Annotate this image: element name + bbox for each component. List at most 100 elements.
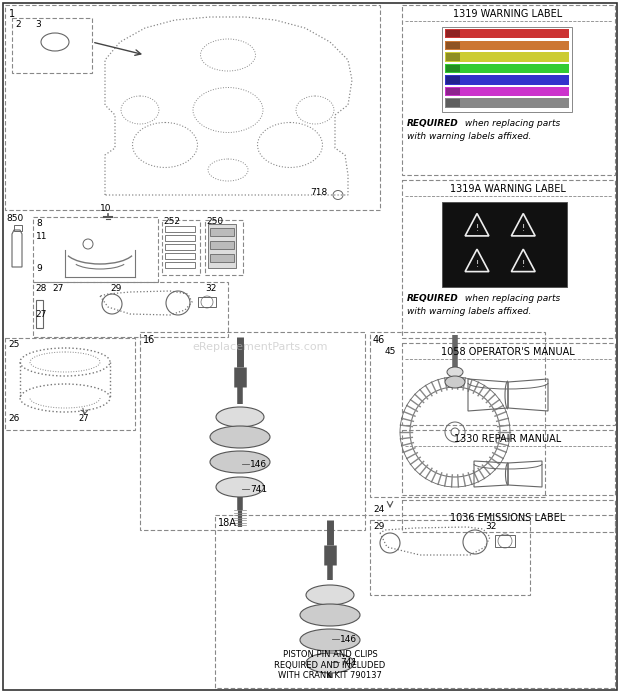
Bar (402, 430, 615, 495)
Bar (165, 244, 195, 250)
Text: 45: 45 (385, 347, 396, 356)
Text: 718: 718 (310, 188, 327, 197)
Bar (442, 27, 572, 112)
Text: 46: 46 (373, 335, 385, 345)
Ellipse shape (300, 629, 360, 651)
Text: 1036 EMISSIONS LABEL: 1036 EMISSIONS LABEL (450, 513, 565, 523)
Ellipse shape (210, 426, 270, 448)
Bar (36, 300, 43, 328)
Bar (445, 64, 569, 73)
Bar (445, 76, 569, 85)
Ellipse shape (447, 367, 463, 377)
Bar (5, 338, 135, 430)
Bar (165, 226, 195, 232)
Text: 146: 146 (250, 460, 267, 469)
Bar (370, 520, 530, 595)
Bar (402, 180, 615, 338)
Text: 2: 2 (15, 20, 20, 29)
Text: !: ! (476, 225, 479, 234)
Ellipse shape (445, 376, 465, 388)
Text: 252: 252 (163, 217, 180, 226)
Ellipse shape (210, 451, 270, 473)
Text: 27: 27 (78, 414, 89, 423)
Text: 29: 29 (110, 284, 122, 293)
Text: 1: 1 (9, 9, 15, 19)
Bar (445, 98, 569, 108)
Text: 11: 11 (36, 232, 48, 241)
Text: 1319 WARNING LABEL: 1319 WARNING LABEL (453, 9, 562, 19)
Bar (140, 332, 365, 530)
Text: 1058 OPERATOR'S MANUAL: 1058 OPERATOR'S MANUAL (441, 347, 575, 357)
Ellipse shape (216, 477, 264, 497)
Bar (5, 5, 380, 210)
Bar (215, 515, 615, 688)
Text: 146: 146 (340, 635, 357, 644)
Bar (208, 224, 236, 268)
Bar (446, 88, 460, 96)
Bar (446, 53, 460, 60)
Bar (33, 282, 228, 337)
Bar (12, 18, 92, 73)
Ellipse shape (306, 585, 354, 605)
Text: 1319A WARNING LABEL: 1319A WARNING LABEL (450, 184, 566, 194)
Bar (446, 42, 460, 49)
Text: 10: 10 (100, 204, 112, 213)
Bar (33, 217, 158, 282)
Text: when replacing parts: when replacing parts (462, 119, 560, 128)
Text: 16: 16 (143, 335, 155, 345)
Text: 27: 27 (52, 284, 63, 293)
Bar (205, 220, 243, 275)
Bar (210, 241, 234, 249)
Bar (165, 235, 195, 241)
Text: 850: 850 (6, 214, 24, 223)
Ellipse shape (300, 604, 360, 626)
Bar (446, 30, 460, 37)
Text: 1330 REPAIR MANUAL: 1330 REPAIR MANUAL (454, 434, 562, 444)
Text: when replacing parts: when replacing parts (462, 294, 560, 303)
Bar (445, 87, 569, 96)
Text: 28: 28 (35, 284, 46, 293)
Text: 250: 250 (206, 217, 223, 226)
Text: 27: 27 (35, 310, 46, 319)
Text: 9: 9 (36, 264, 42, 273)
Text: !: ! (521, 225, 525, 234)
Text: 26: 26 (8, 414, 19, 423)
Text: PISTON PIN AND CLIPS
REQUIRED AND INCLUDED
WITH CRANK KIT 790137: PISTON PIN AND CLIPS REQUIRED AND INCLUD… (275, 650, 386, 680)
Text: 24: 24 (373, 505, 384, 514)
Ellipse shape (216, 407, 264, 427)
Text: eReplacementParts.com: eReplacementParts.com (193, 342, 328, 351)
Circle shape (451, 428, 459, 436)
Bar (495, 535, 515, 547)
Bar (446, 99, 460, 107)
Bar (370, 332, 545, 497)
Bar (446, 76, 460, 84)
Bar (210, 254, 234, 262)
Bar (402, 500, 615, 532)
Text: with warning labels affixed.: with warning labels affixed. (407, 307, 531, 316)
Text: 18A: 18A (218, 518, 237, 528)
Text: !: ! (521, 260, 525, 269)
Bar (210, 228, 234, 236)
Text: REQUIRED: REQUIRED (407, 119, 459, 128)
Bar (442, 202, 567, 287)
Text: 29: 29 (373, 522, 384, 531)
Text: 8: 8 (36, 219, 42, 228)
Bar (445, 29, 569, 39)
Text: 32: 32 (485, 522, 497, 531)
Text: 741: 741 (340, 658, 357, 667)
Text: 3: 3 (35, 20, 41, 29)
Text: 25: 25 (8, 340, 19, 349)
Bar (165, 262, 195, 268)
Bar (14, 225, 22, 231)
Ellipse shape (306, 653, 354, 673)
Text: 741: 741 (250, 485, 267, 494)
Bar (402, 5, 615, 175)
Text: REQUIRED: REQUIRED (407, 294, 459, 303)
Bar (162, 220, 200, 275)
Bar (165, 253, 195, 259)
Bar (198, 297, 216, 307)
Text: 32: 32 (205, 284, 216, 293)
Text: !: ! (476, 260, 479, 269)
Text: with warning labels affixed.: with warning labels affixed. (407, 132, 531, 141)
Bar (445, 52, 569, 62)
